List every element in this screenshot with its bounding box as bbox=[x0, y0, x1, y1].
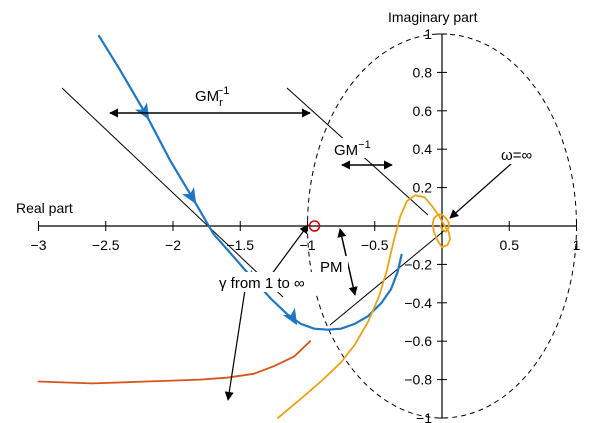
lower-curve bbox=[37, 340, 312, 385]
y-tick-label: −0.6 bbox=[404, 333, 432, 349]
y-tick-label: 0.4 bbox=[413, 141, 433, 157]
y-tick-label: −0.8 bbox=[404, 372, 432, 388]
x-tick-label: −1.5 bbox=[226, 237, 254, 253]
x-tick-label: −2 bbox=[165, 237, 181, 253]
pm-line bbox=[329, 229, 446, 326]
y-tick-label: 0.8 bbox=[413, 64, 433, 80]
y-tick-label: 0.6 bbox=[413, 103, 433, 119]
x-tick-label: −2.5 bbox=[92, 237, 120, 253]
critical-point-marker bbox=[308, 220, 321, 232]
pm-label: PM bbox=[320, 259, 343, 276]
pm-label-bg bbox=[318, 256, 348, 276]
gamma-arrow-1 bbox=[224, 289, 246, 401]
y-axis-label: Imaginary part bbox=[388, 9, 478, 25]
y-tick-label: −0.4 bbox=[404, 295, 432, 311]
x-axis-label: Real part bbox=[16, 200, 73, 216]
gamma-direction-arrow bbox=[282, 307, 298, 326]
x-tick-label: −3 bbox=[31, 237, 47, 253]
curve-group bbox=[37, 34, 452, 419]
gm-label-bg bbox=[332, 138, 380, 158]
gm-label-sup: −1 bbox=[358, 139, 371, 151]
gm-r-label-sub: r bbox=[219, 97, 223, 109]
y-tick-label: 1 bbox=[424, 26, 432, 42]
omega-label-bg bbox=[499, 144, 541, 164]
x-tick-label: −1 bbox=[300, 237, 316, 253]
gm-r-label-bg bbox=[192, 84, 242, 104]
x-tick-group: −3 −2.5 −2 −1.5 −1 −0.5 0.5 1 bbox=[31, 221, 581, 253]
y-tick-label: −0.2 bbox=[404, 256, 432, 272]
y-tick-label: 0.2 bbox=[413, 180, 433, 196]
gm-r-tangent-line bbox=[61, 87, 284, 298]
omega-arrow bbox=[449, 162, 513, 219]
gamma-label: γ from 1 to ∞ bbox=[219, 275, 305, 292]
gamma-label-bg bbox=[216, 272, 322, 292]
gm-label-base: GM bbox=[334, 142, 358, 159]
nyquist-curve bbox=[276, 194, 452, 419]
y-tick-label: −1 bbox=[416, 410, 432, 423]
gamma-direction-arrow bbox=[182, 186, 197, 205]
y-tick-group: 1 0.8 0.6 0.4 0.2 −0.2 −0.4 −0.6 −0.8 −1 bbox=[404, 26, 447, 423]
gm-r-label-sup: −1 bbox=[217, 85, 230, 97]
x-tick-label: 0.5 bbox=[500, 237, 520, 253]
gm-label: GM−1 bbox=[334, 139, 371, 159]
x-tick-label: −0.5 bbox=[361, 237, 389, 253]
omega-label: ω=∞ bbox=[501, 147, 532, 164]
x-tick-label: 1 bbox=[573, 237, 581, 253]
gm-r-label: GMr−1 bbox=[195, 85, 229, 109]
gm-r-label-base: GM bbox=[195, 88, 219, 105]
